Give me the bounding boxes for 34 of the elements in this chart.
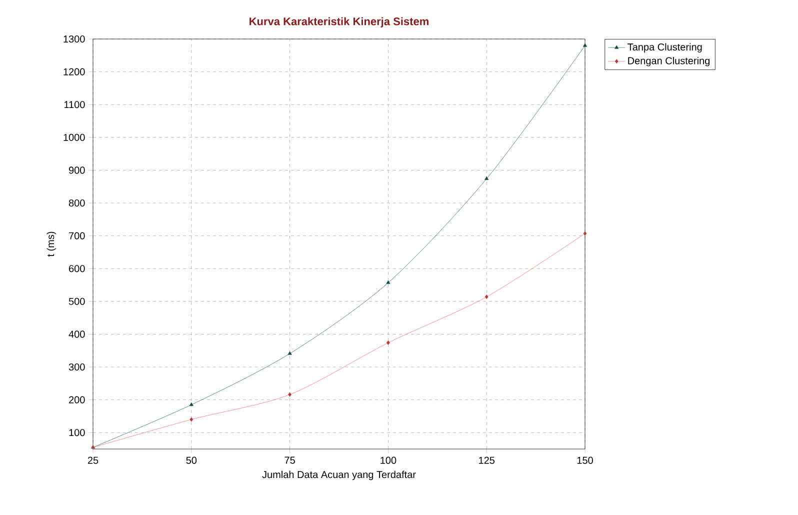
y-tick-label: 100 (69, 429, 85, 436)
chart-title: Kurva Karakteristik Kinerja Sistem (250, 17, 428, 28)
x-tick-label: 150 (577, 456, 593, 464)
point (484, 176, 489, 180)
point (288, 351, 292, 355)
y-tick-label: 400 (68, 330, 85, 338)
x-tick-label: 25 (88, 456, 98, 464)
point (190, 417, 194, 422)
y-tick-label: 1100 (64, 101, 85, 108)
point (189, 402, 194, 406)
point (484, 294, 488, 300)
y-tick-label: 800 (68, 199, 85, 207)
point (386, 280, 390, 284)
legend-label: Tanpa Clustering (628, 43, 702, 53)
y-tick-label: 200 (69, 396, 85, 404)
y-tick-label: 700 (69, 232, 85, 240)
x-tick-label: 75 (284, 456, 295, 464)
x-axis-title: Jumlah Data Acuan yang Terdaftar (262, 470, 416, 480)
x-tick-label: 50 (186, 456, 197, 464)
x-tick-label: 125 (479, 456, 495, 464)
y-tick-label: 1300 (64, 35, 85, 43)
y-axis-title: t (ms) (46, 232, 56, 257)
y-tick-label: 600 (69, 265, 85, 272)
y-tick-label: 1000 (64, 134, 85, 141)
legend-label: Dengan Clustering (628, 56, 710, 66)
point (582, 43, 588, 47)
y-tick-label: 300 (68, 363, 85, 371)
y-tick-label: 900 (68, 166, 85, 174)
y-tick-label: 1200 (64, 68, 85, 76)
point (386, 340, 390, 346)
point (583, 231, 587, 236)
point (288, 392, 292, 397)
y-tick-label: 500 (68, 298, 85, 305)
x-tick-label: 100 (380, 456, 396, 464)
